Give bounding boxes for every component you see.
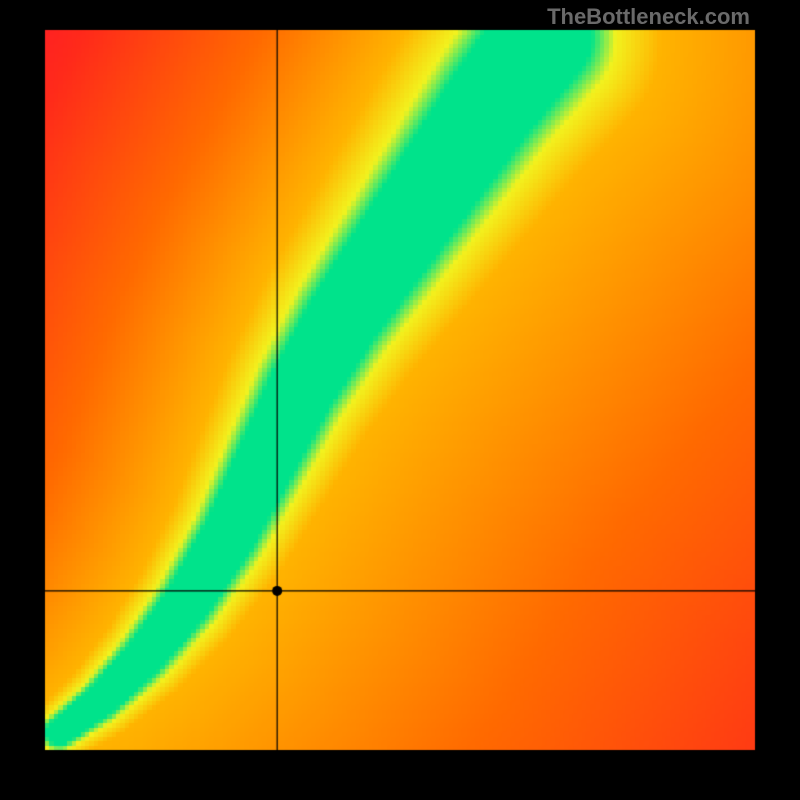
chart-container: TheBottleneck.com bbox=[0, 0, 800, 800]
bottleneck-heatmap bbox=[0, 0, 800, 800]
watermark-text: TheBottleneck.com bbox=[547, 4, 750, 30]
